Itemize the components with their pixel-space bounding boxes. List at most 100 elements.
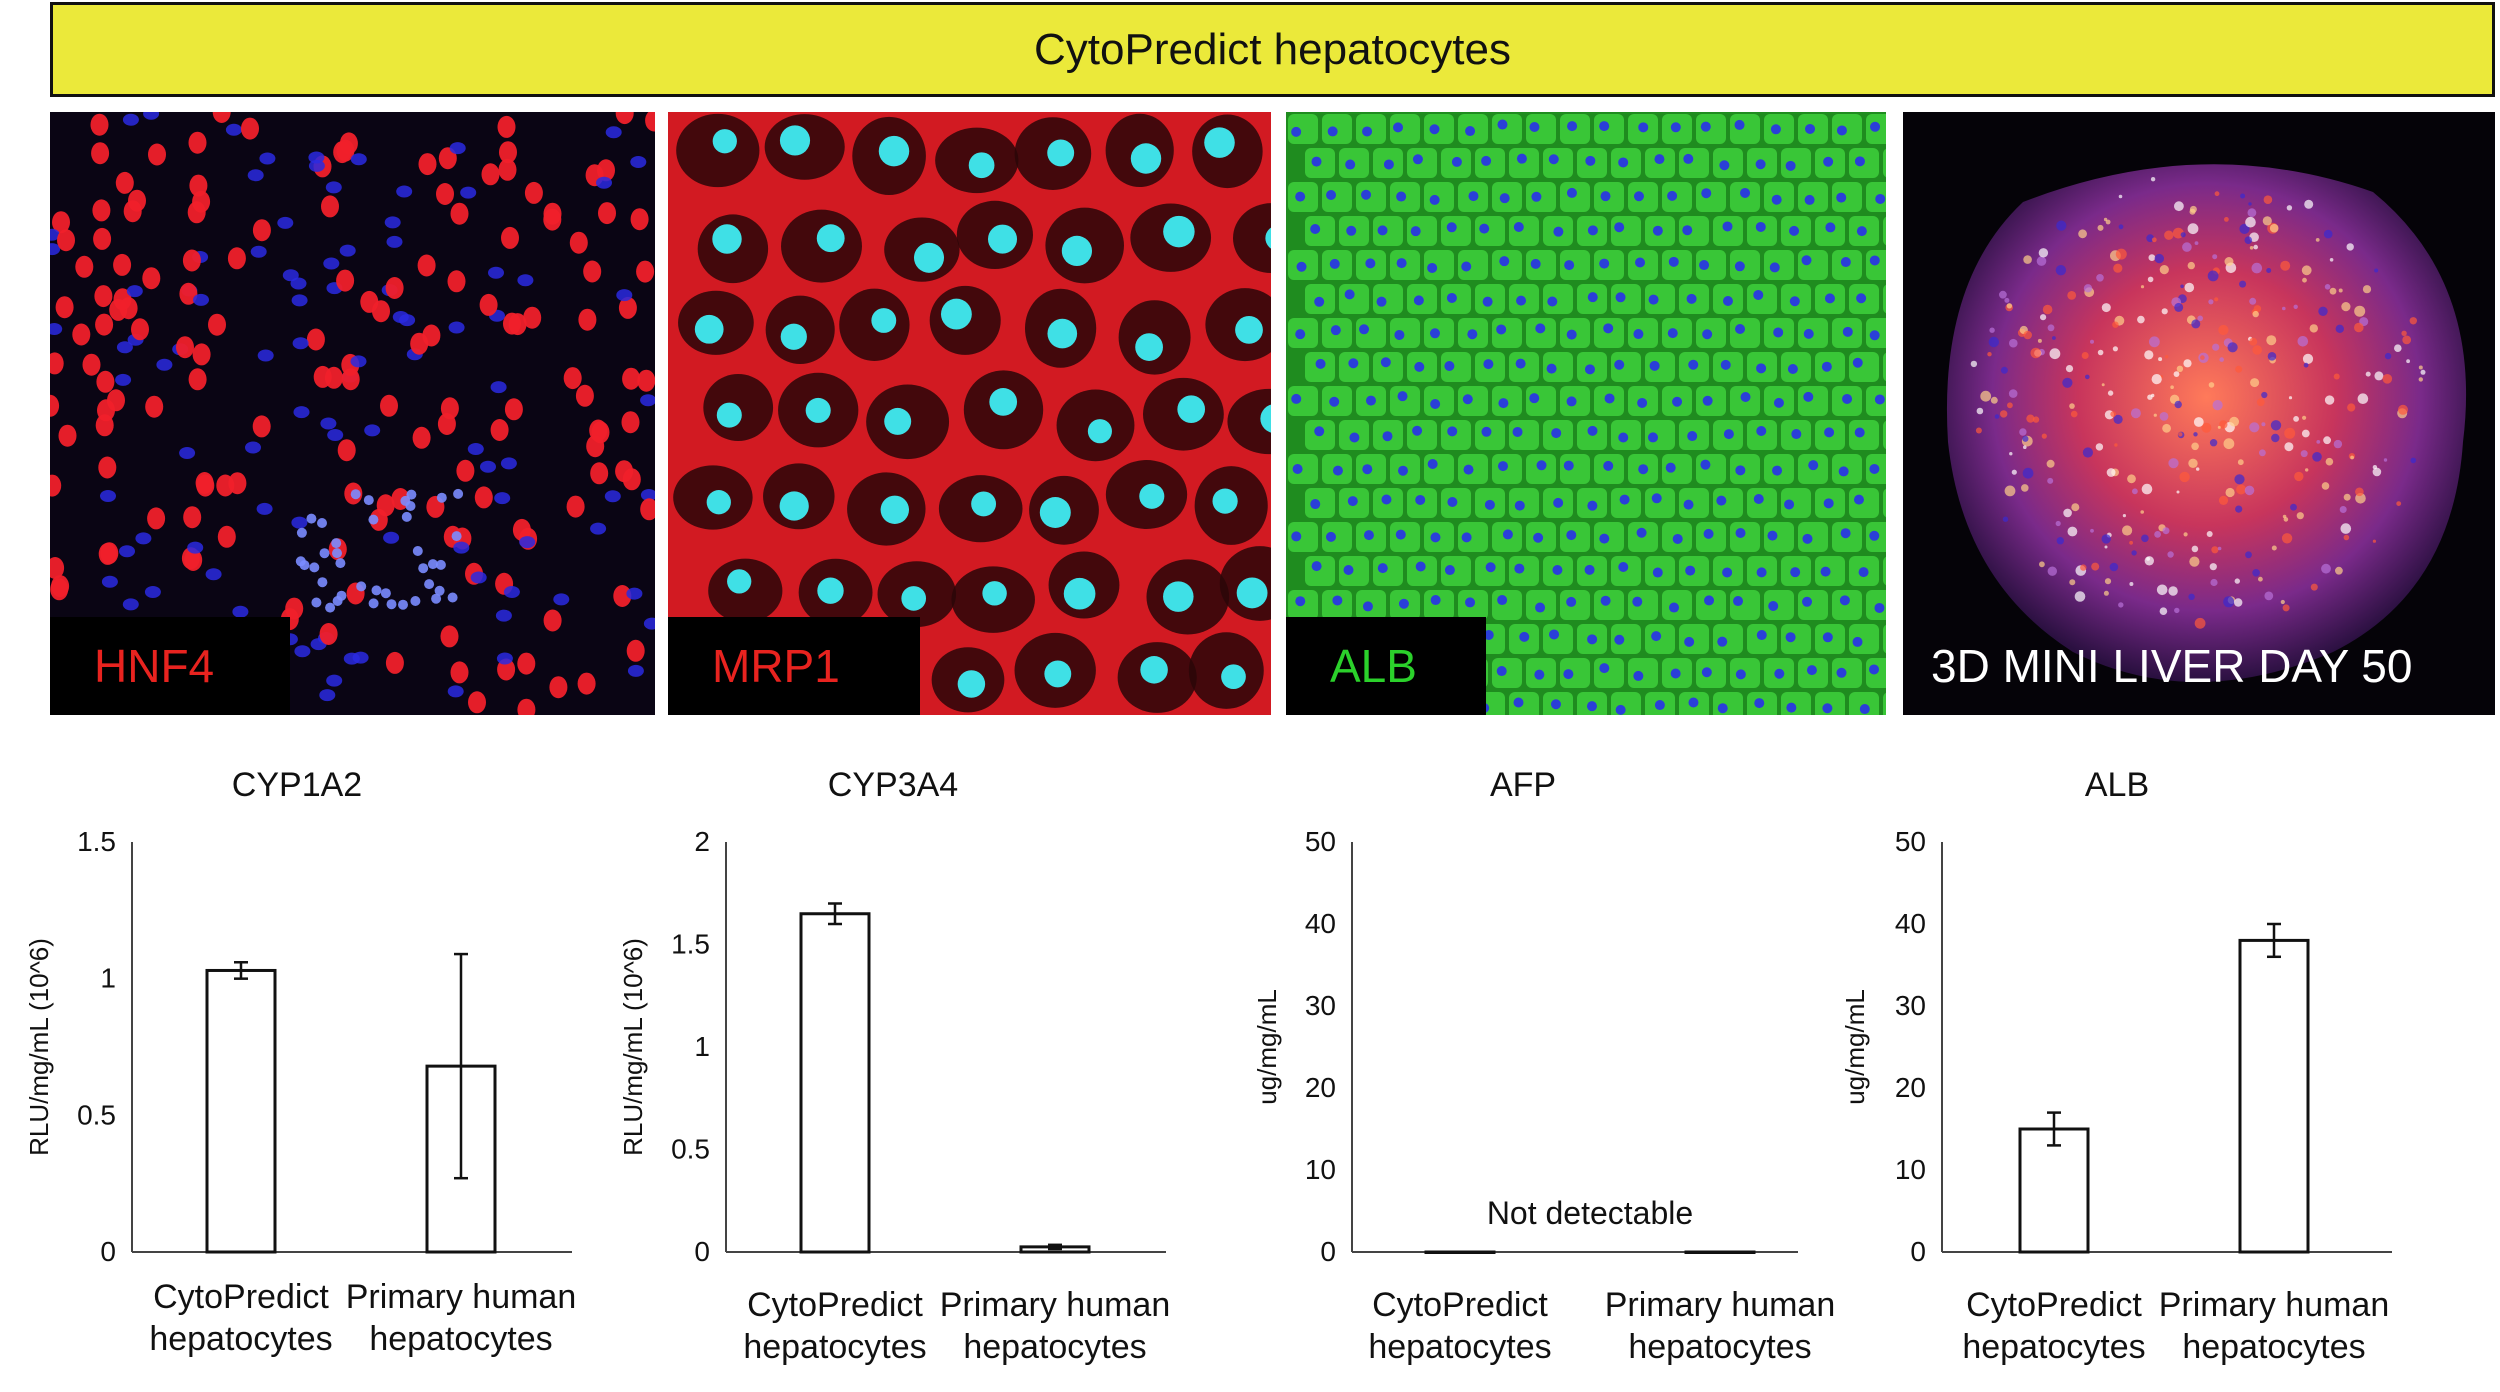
hnf4-positive-nucleus bbox=[50, 557, 65, 579]
fluorescence-speckle bbox=[2118, 194, 2123, 199]
fluorescence-speckle bbox=[2129, 582, 2134, 586]
fluorescence-speckle bbox=[2052, 336, 2056, 340]
hnf4-positive-nucleus bbox=[524, 181, 543, 204]
hnf4-positive-nucleus bbox=[75, 255, 94, 278]
fluorescence-speckle bbox=[2105, 219, 2111, 225]
nucleus bbox=[1599, 121, 1610, 132]
fluorescence-speckle bbox=[2002, 516, 2009, 522]
fluorescence-speckle bbox=[2168, 586, 2178, 596]
nucleus bbox=[1825, 222, 1836, 233]
hnf4-positive-nucleus bbox=[142, 267, 161, 290]
hnf4-positive-nucleus bbox=[630, 208, 649, 231]
fluorescence-speckle bbox=[2267, 352, 2277, 361]
fluorescence-speckle bbox=[2148, 254, 2156, 261]
nucleus bbox=[1362, 464, 1373, 475]
fluorescence-speckle bbox=[2115, 248, 2127, 260]
albumin-cell bbox=[1883, 148, 1886, 178]
nucleus bbox=[1786, 702, 1797, 713]
fluorescence-speckle bbox=[2251, 262, 2263, 274]
nucleus bbox=[1550, 699, 1561, 710]
nucleus bbox=[1753, 289, 1764, 300]
hnf4-positive-nucleus bbox=[456, 459, 475, 482]
nucleus bbox=[1566, 596, 1577, 607]
albumin-cell bbox=[1781, 692, 1811, 715]
fluorescence-speckle bbox=[2180, 232, 2186, 238]
y-tick-label: 40 bbox=[1305, 908, 1336, 939]
fluorescence-speckle bbox=[2209, 439, 2218, 447]
nucleus bbox=[1415, 494, 1426, 505]
albumin-cell bbox=[1696, 114, 1726, 144]
fluorescence-speckle bbox=[2118, 224, 2124, 230]
hnf4-positive-nucleus bbox=[479, 293, 498, 316]
nucleus bbox=[1446, 222, 1457, 233]
fluorescence-speckle bbox=[2258, 576, 2263, 582]
nucleus bbox=[1670, 122, 1681, 133]
hnf4-positive-nucleus bbox=[380, 394, 398, 417]
nucleus bbox=[1717, 703, 1728, 714]
fluorescence-speckle bbox=[2000, 410, 2008, 418]
dapi-cluster-dot bbox=[406, 489, 417, 500]
nucleus bbox=[1768, 601, 1779, 612]
x-category-label: CytoPredict bbox=[1966, 1286, 2142, 1324]
nucleus bbox=[880, 495, 910, 525]
nucleus bbox=[982, 581, 1007, 606]
fluorescence-speckle bbox=[2070, 410, 2078, 418]
dapi-nucleus bbox=[503, 586, 520, 598]
fluorescence-speckle bbox=[2239, 280, 2247, 288]
hnf4-positive-nucleus bbox=[563, 367, 582, 390]
nucleus bbox=[1332, 465, 1343, 476]
dapi-nucleus bbox=[596, 176, 612, 189]
hnf4-positive-nucleus bbox=[96, 370, 115, 393]
fluorescence-speckle bbox=[2343, 493, 2351, 501]
dapi-cluster-dot bbox=[401, 511, 412, 522]
fluorescence-speckle bbox=[2208, 299, 2214, 305]
nucleus bbox=[1789, 296, 1800, 307]
fluorescence-speckle bbox=[2212, 254, 2218, 260]
nucleus bbox=[1700, 121, 1711, 132]
hnf4-positive-nucleus bbox=[412, 426, 431, 449]
nucleus bbox=[1874, 394, 1885, 405]
panel-label-mrp1: MRP1 bbox=[668, 617, 920, 715]
dapi-cluster-dot bbox=[398, 599, 408, 610]
dapi-nucleus bbox=[259, 152, 276, 165]
nucleus bbox=[1587, 500, 1598, 511]
hnf4-positive-nucleus bbox=[217, 525, 236, 548]
albumin-cell bbox=[1509, 692, 1539, 715]
dapi-cluster-dot bbox=[319, 548, 330, 559]
albumin-cell bbox=[1594, 658, 1624, 688]
fluorescence-speckle bbox=[2212, 400, 2223, 411]
nucleus bbox=[1461, 532, 1472, 543]
x-category-label: hepatocytes bbox=[2182, 1328, 2365, 1366]
dapi-cluster-dot bbox=[332, 548, 342, 559]
albumin-cell bbox=[1356, 318, 1386, 348]
nucleus bbox=[1498, 398, 1509, 409]
albumin-cell bbox=[1764, 590, 1794, 620]
dapi-nucleus bbox=[179, 447, 196, 459]
nucleus bbox=[1853, 494, 1864, 505]
hnf4-positive-nucleus bbox=[622, 367, 641, 390]
fluorescence-speckle bbox=[2004, 297, 2010, 303]
fluorescence-speckle bbox=[2333, 439, 2343, 449]
fluorescence-speckle bbox=[2302, 353, 2314, 364]
dapi-nucleus bbox=[604, 490, 621, 503]
dapi-nucleus bbox=[627, 664, 644, 677]
nucleus bbox=[1720, 359, 1731, 370]
fluorescence-speckle bbox=[2069, 579, 2076, 586]
fluorescence-speckle bbox=[1999, 290, 2007, 299]
albumin-cell bbox=[1492, 114, 1522, 144]
fluorescence-speckle bbox=[2346, 243, 2354, 251]
nucleus bbox=[1412, 425, 1423, 436]
fluorescence-speckle bbox=[2284, 427, 2296, 439]
nucleus bbox=[1756, 426, 1767, 437]
dapi-nucleus bbox=[490, 381, 507, 394]
dapi-nucleus bbox=[292, 337, 309, 350]
x-category-label: CytoPredict bbox=[1372, 1286, 1548, 1324]
hnf4-positive-nucleus bbox=[94, 285, 113, 308]
fluorescence-speckle bbox=[2167, 551, 2174, 558]
dapi-nucleus bbox=[277, 216, 294, 229]
fluorescence-speckle bbox=[2341, 302, 2351, 312]
nucleus bbox=[1704, 595, 1715, 606]
nucleus bbox=[1547, 296, 1558, 307]
dapi-nucleus bbox=[122, 113, 139, 126]
dapi-nucleus bbox=[626, 587, 643, 600]
